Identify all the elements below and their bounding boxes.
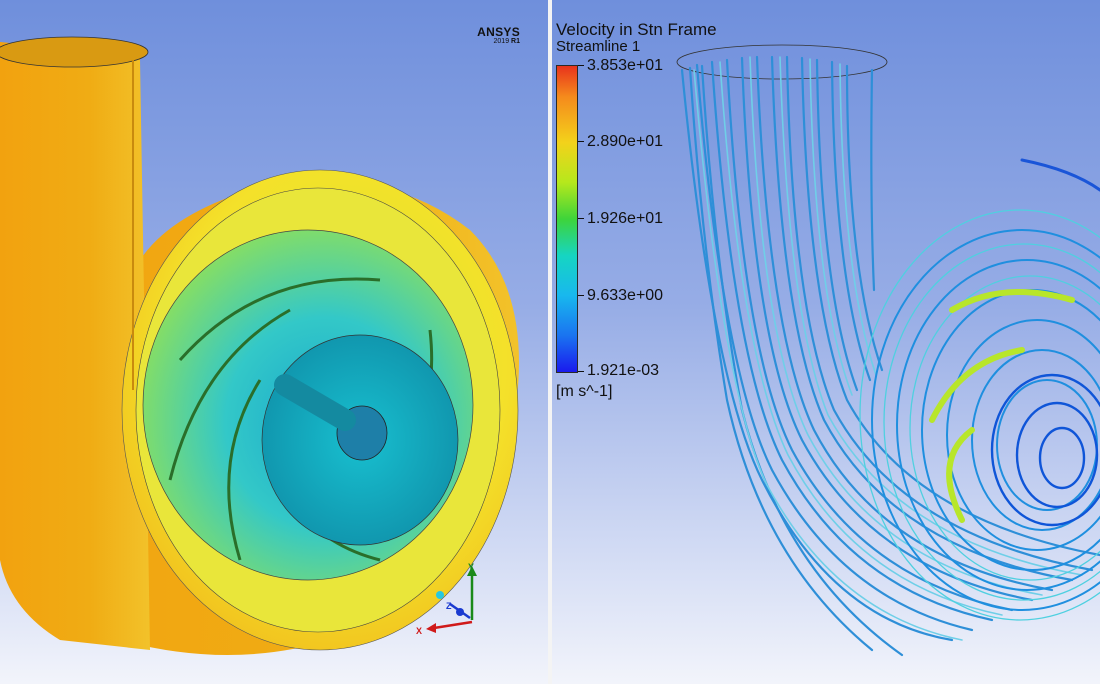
legend-title: Velocity in Stn Frame (556, 20, 717, 39)
x-axis-label: X (416, 626, 422, 636)
y-axis-arrow (467, 566, 477, 576)
legend-tick-label: 1.921e-03 (587, 362, 660, 379)
legend-colorbar (556, 65, 578, 373)
z-axis-dot (456, 608, 464, 616)
z-axis-label: Z (446, 601, 452, 611)
y-axis-label: Y (468, 562, 474, 572)
pump-geometry-view (0, 36, 519, 655)
legend-tick-label: 1.926e+01 (587, 210, 664, 227)
axis-triad[interactable]: Y X Z (412, 560, 482, 640)
legend-subtitle: Streamline 1 (556, 38, 641, 55)
x-axis-arrow (426, 623, 436, 633)
legend-tick-mark (578, 65, 584, 66)
streamline-view (676, 44, 1100, 657)
legend-tick-mark (578, 371, 584, 372)
legend-units: [m s^-1] (556, 383, 613, 400)
left-viewport[interactable]: ANSYS 2019 R1 Y X Z (0, 0, 548, 684)
legend-tick-label: 9.633e+00 (587, 287, 664, 304)
ansys-logo: ANSYS 2019 R1 (470, 25, 520, 45)
legend-tick-mark (578, 141, 584, 142)
right-viewport[interactable]: Velocity in Stn Frame Streamline 1 3.853… (552, 0, 1100, 684)
ansys-logo-name: ANSYS (477, 25, 520, 39)
legend-tick-mark (578, 218, 584, 219)
ansys-logo-version: 2019 R1 (493, 38, 520, 45)
legend-tick-mark (578, 295, 584, 296)
legend-tick-label: 3.853e+01 (587, 57, 664, 74)
view-origin-dot (436, 591, 444, 599)
x-axis-line (433, 620, 473, 630)
legend-tick-label: 2.890e+01 (587, 133, 664, 150)
viewport-divider[interactable] (548, 0, 552, 684)
